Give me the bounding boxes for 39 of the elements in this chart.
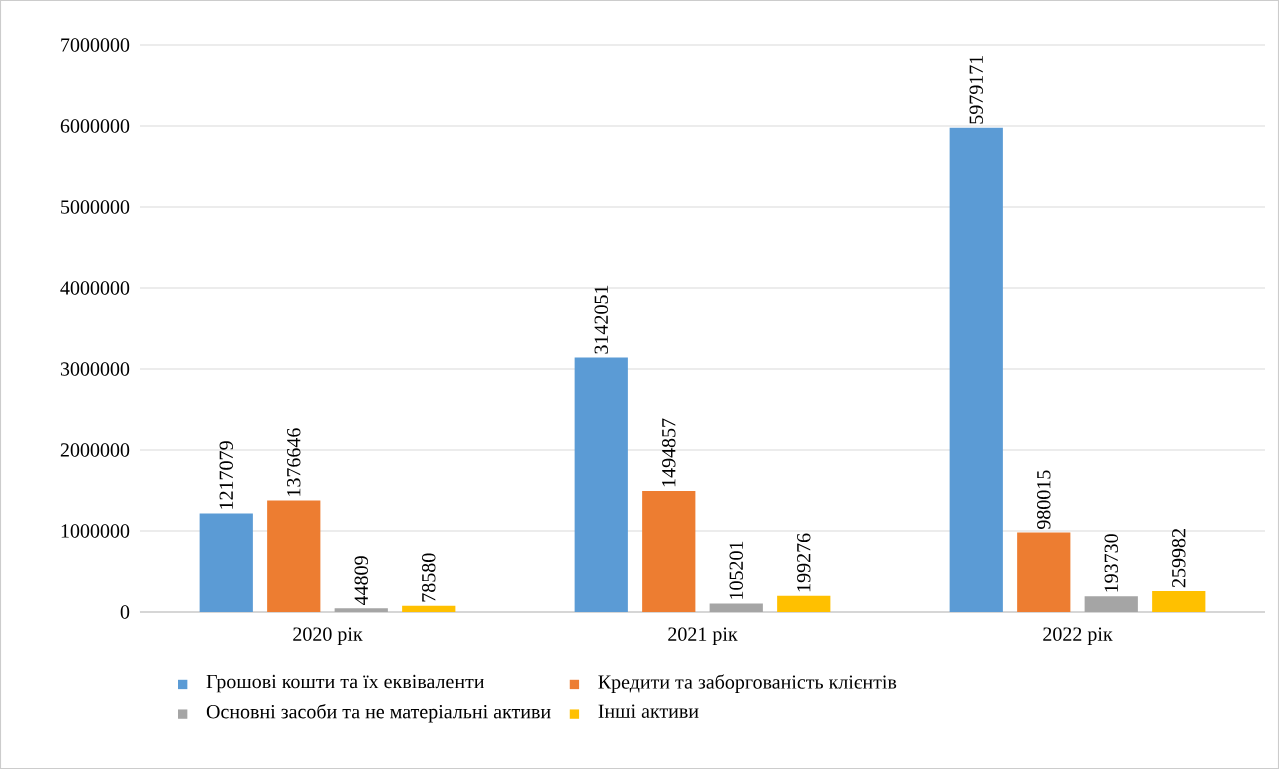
- bar: [1084, 596, 1138, 612]
- bar: [402, 605, 456, 612]
- bar: [334, 608, 388, 612]
- data-label: 980015: [1037, 470, 1051, 530]
- data-label: 5979171: [969, 55, 983, 124]
- bar: [709, 603, 763, 612]
- data-label: 193730: [1104, 534, 1118, 592]
- y-tick-label: 5000000: [61, 200, 130, 214]
- data-label: 1494857: [662, 418, 676, 487]
- data-label: 78580: [422, 553, 436, 602]
- bar: [642, 490, 696, 612]
- legend-label: Основні засоби та не матеріальні активи: [206, 703, 551, 723]
- bar: [1152, 590, 1206, 612]
- bar: [199, 513, 253, 612]
- data-label: 105201: [729, 541, 743, 599]
- y-tick-label: 7000000: [61, 38, 130, 52]
- bar: [574, 357, 628, 612]
- legend-label: Кредити та заборгованість клієнтів: [598, 674, 897, 693]
- y-tick-label: 0: [120, 605, 130, 619]
- y-tick-label: 4000000: [60, 281, 130, 295]
- x-tick-label: 2021 рік: [668, 627, 738, 645]
- y-tick-label: 6000000: [60, 119, 130, 133]
- y-tick-label: 1000000: [61, 524, 130, 538]
- x-tick-label: 2020 рік: [293, 627, 363, 645]
- legend-label: Інші активи: [598, 704, 699, 718]
- bar: [949, 127, 1003, 612]
- data-label: 199276: [797, 533, 811, 592]
- data-label: 259982: [1172, 529, 1186, 588]
- legend-label: Грошові кошти та їх еквіваленти: [206, 674, 485, 693]
- bar: [267, 500, 321, 612]
- bar: [1017, 532, 1071, 612]
- y-tick-label: 2000000: [60, 443, 130, 457]
- data-label: 1376646: [287, 428, 301, 496]
- data-label: 3142051: [594, 285, 608, 354]
- data-label: 44809: [354, 556, 368, 606]
- y-tick-label: 3000000: [60, 362, 130, 376]
- data-label: 1217079: [219, 441, 233, 509]
- x-tick-label: 2022 рік: [1043, 627, 1113, 645]
- bar: [777, 595, 831, 612]
